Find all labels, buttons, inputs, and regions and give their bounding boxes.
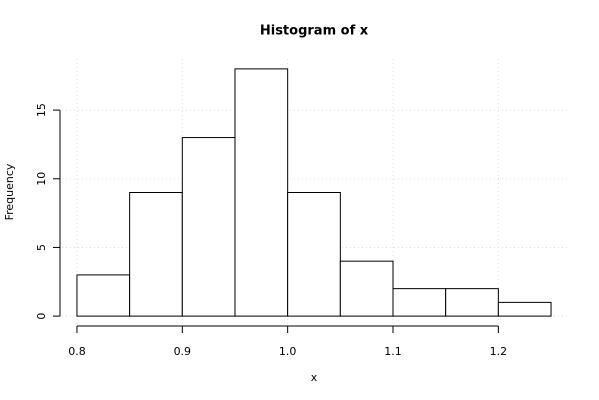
- x-tick-label: 1.0: [279, 345, 297, 358]
- y-tick-label: 10: [35, 172, 48, 186]
- bar: [339, 260, 394, 317]
- x-tick-label: 0.9: [174, 345, 192, 358]
- bar: [129, 192, 183, 317]
- x-tick-label: 1.2: [490, 345, 508, 358]
- bar: [392, 288, 447, 317]
- x-tick-label: 0.8: [68, 345, 86, 358]
- chart-title: Histogram of x: [260, 24, 369, 39]
- x-axis-label: x: [311, 371, 318, 384]
- bar: [76, 274, 131, 317]
- bar: [445, 288, 499, 317]
- y-tick-label: 0: [35, 313, 48, 320]
- bar: [234, 68, 289, 317]
- y-tick-label: 15: [35, 103, 48, 117]
- x-tick-label: 1.1: [384, 345, 402, 358]
- bar: [181, 137, 236, 317]
- y-axis-label: Frequency: [3, 163, 16, 220]
- y-tick-label: 5: [35, 244, 48, 251]
- bar: [497, 301, 552, 317]
- bar: [287, 192, 341, 317]
